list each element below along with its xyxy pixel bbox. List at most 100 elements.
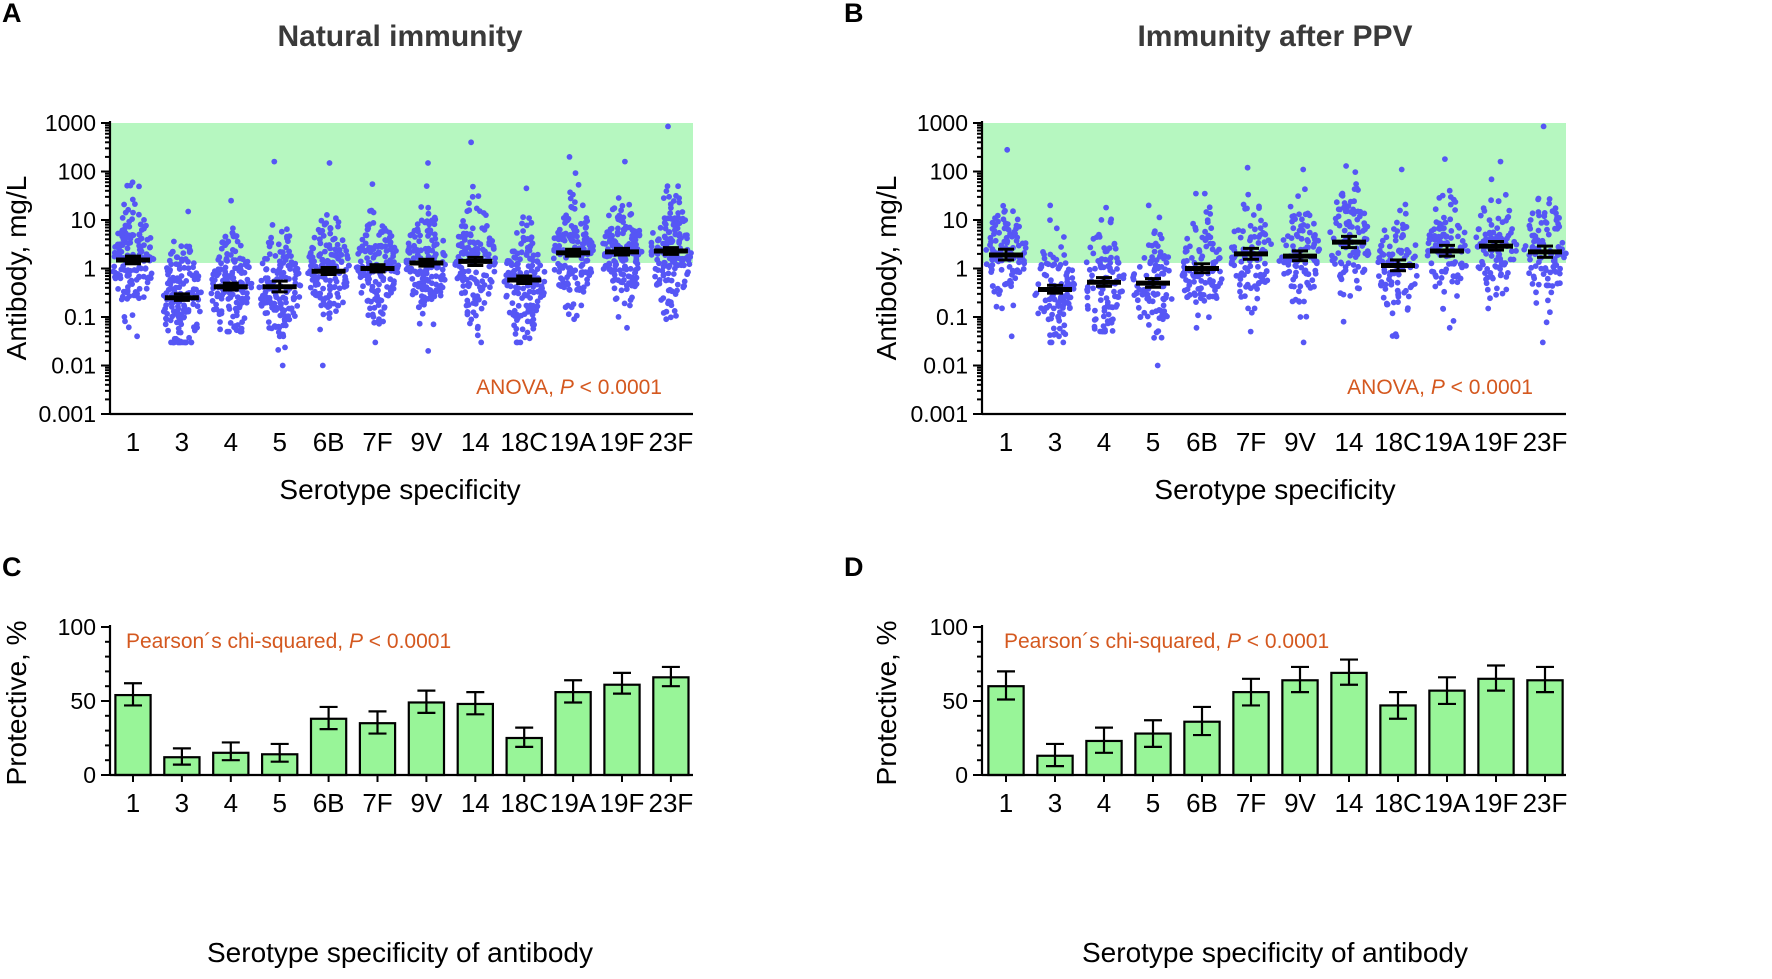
y-tick-label: 100 [58,614,96,640]
data-point [1432,283,1439,290]
data-point [570,191,576,198]
x-axis: 1 3 4 5 6B 7F 9V 14 18C 19A 19F 23F [982,773,1567,818]
data-point [462,289,468,296]
data-point [1494,285,1500,292]
data-point [578,302,585,309]
data-point [1290,225,1297,232]
data-point [138,235,145,242]
x-tick-label: 14 [1335,788,1364,818]
data-point [1464,248,1471,254]
data-point [416,320,423,327]
data-point [1217,280,1224,286]
data-point [1151,267,1158,274]
data-point [1055,303,1062,309]
data-point [633,281,640,287]
data-point [1401,289,1408,296]
data-point [1428,260,1435,267]
data-point [1120,272,1127,278]
data-point [988,269,995,275]
data-point [1097,297,1104,303]
data-point [586,242,593,249]
data-point [425,233,431,239]
panel-c: C 100 50 0 1 3 4 5 6B 7F 9V 14 18C 19A 19F 23F Seroty… [1,552,693,968]
data-point [412,234,418,240]
data-point [1425,248,1431,254]
data-point [1488,197,1494,204]
data-point [177,278,183,285]
data-point [572,274,579,281]
data-point [1532,233,1539,240]
data-point [522,291,528,298]
data-point [395,262,402,269]
data-point [530,289,537,296]
data-point [1492,263,1499,269]
data-point [1341,227,1348,234]
data-point [256,284,263,291]
data-point [1083,259,1090,266]
data-point [1546,200,1552,207]
data-point [1090,250,1097,257]
data-point [1048,315,1054,322]
data-point [175,305,182,312]
data-point [1335,250,1342,256]
data-point [1102,256,1109,263]
data-point [1395,291,1401,298]
data-point [425,204,432,211]
panel-letter-c: C [2,552,22,582]
data-point [1300,166,1307,173]
data-point [574,280,581,287]
data-point [268,240,275,246]
data-point [464,231,471,238]
data-point [440,237,447,244]
data-point [568,304,575,311]
data-point [421,269,427,275]
data-point [405,248,412,255]
data-point [376,297,383,303]
data-point [1020,266,1027,272]
data-point [590,247,596,254]
data-point [1180,259,1187,266]
data-point [1394,228,1401,235]
data-point [1104,299,1111,306]
data-point [117,272,123,279]
data-point [1157,253,1163,260]
x-tick-label: 4 [224,427,238,457]
data-point [146,244,153,251]
data-point [129,196,136,203]
data-point [327,277,333,284]
y-tick-label: 1000 [45,110,96,136]
data-point [1302,211,1309,218]
data-point [1503,286,1510,293]
data-point [648,248,655,255]
data-point [1378,282,1384,289]
data-point [1255,263,1261,270]
data-point [654,256,661,263]
data-point [1168,296,1175,302]
data-point [1202,228,1208,235]
data-point [1038,264,1045,270]
data-point [1195,273,1202,280]
data-point [1482,231,1489,238]
data-point [650,230,656,236]
data-point [134,333,141,340]
data-point [989,256,995,263]
data-point [118,266,125,273]
data-point [1004,238,1011,245]
data-point [1032,292,1039,298]
data-point [600,240,606,247]
data-point [1256,205,1262,212]
data-point [1496,251,1503,258]
y-axis-title: Antibody, mg/L [1,176,32,361]
data-point [1378,242,1385,249]
data-point [1056,325,1063,332]
data-point [369,181,376,188]
data-point [1187,243,1193,250]
data-point [1111,240,1118,247]
data-point [124,288,131,295]
data-point [234,238,241,245]
data-point [1296,227,1303,234]
data-point [1495,215,1502,222]
data-point [629,282,635,289]
data-point [622,158,628,165]
data-point [660,295,667,301]
